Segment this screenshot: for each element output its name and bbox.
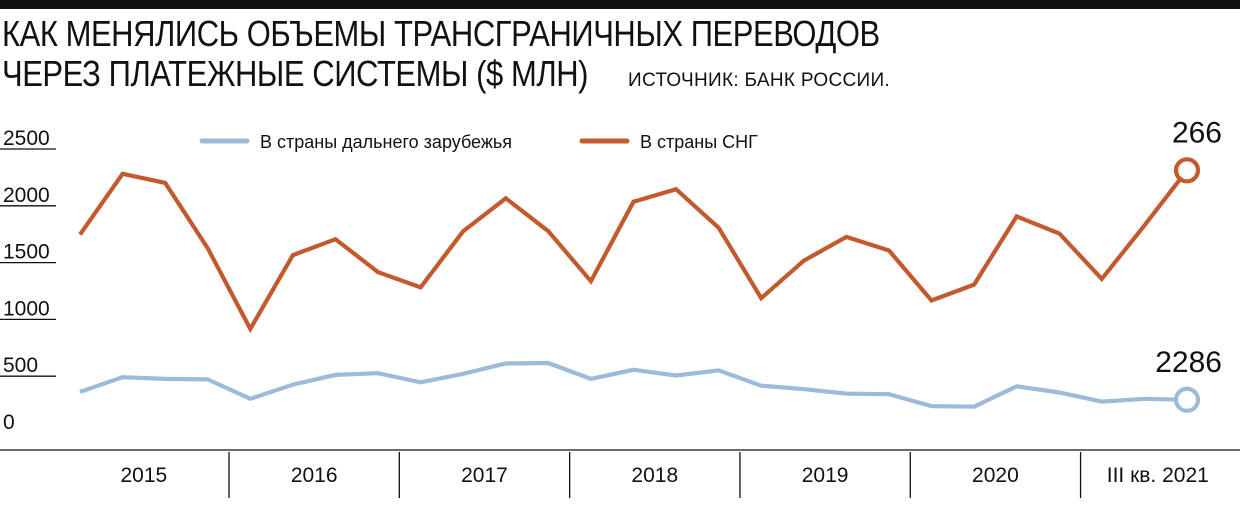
- period-label: 2016: [291, 464, 338, 487]
- legend: В страны дальнего зарубежья В страны СНГ: [199, 132, 758, 152]
- chart-title: КАК МЕНЯЛИСЬ ОБЪЕМЫ ТРАНСГРАНИЧНЫХ ПЕРЕВ…: [2, 14, 880, 94]
- y-tick-label: 500: [3, 354, 38, 377]
- source-note: ИСТОЧНИК: БАНК РОССИИ.: [628, 70, 890, 91]
- end-point-marker: [1173, 386, 1201, 413]
- y-tick-label: 2000: [3, 184, 50, 207]
- series-line: [79, 360, 1188, 409]
- chart-lines: [78, 169, 1189, 409]
- y-tick-label: 0: [3, 411, 15, 434]
- top-rule: [0, 0, 1240, 9]
- legend-label: В страны СНГ: [640, 132, 758, 152]
- series-line: [78, 169, 1189, 334]
- period-label: III кв. 2021: [1107, 464, 1209, 487]
- callouts: 2286 266: [1155, 116, 1222, 413]
- y-tick-label: 2500: [3, 127, 50, 150]
- period-label: 2017: [461, 464, 508, 487]
- y-tick-label: 1500: [3, 241, 50, 264]
- end-point-marker: [1173, 157, 1201, 184]
- end-value-label: 2286: [1155, 346, 1222, 379]
- x-axis: 2015 2016 2017 2018 2019 2020 III кв. 2021: [0, 449, 1240, 498]
- period-label: 2018: [631, 464, 678, 487]
- period-label: 2019: [802, 464, 849, 487]
- legend-label: В страны дальнего зарубежья: [260, 132, 512, 152]
- chart-title-line-1: КАК МЕНЯЛИСЬ ОБЪЕМЫ ТРАНСГРАНИЧНЫХ ПЕРЕВ…: [2, 13, 880, 54]
- period-label: 2015: [121, 464, 168, 487]
- period-label: 2020: [972, 464, 1019, 487]
- chart-title-line-2: ЧЕРЕЗ ПЛАТЕЖНЫЕ СИСТЕМЫ ($ МЛН): [2, 53, 589, 94]
- end-value-label: 266: [1172, 116, 1222, 149]
- y-axis: 2500 2000 1500 1000 500 0: [0, 127, 56, 434]
- y-tick-label: 1000: [3, 297, 50, 320]
